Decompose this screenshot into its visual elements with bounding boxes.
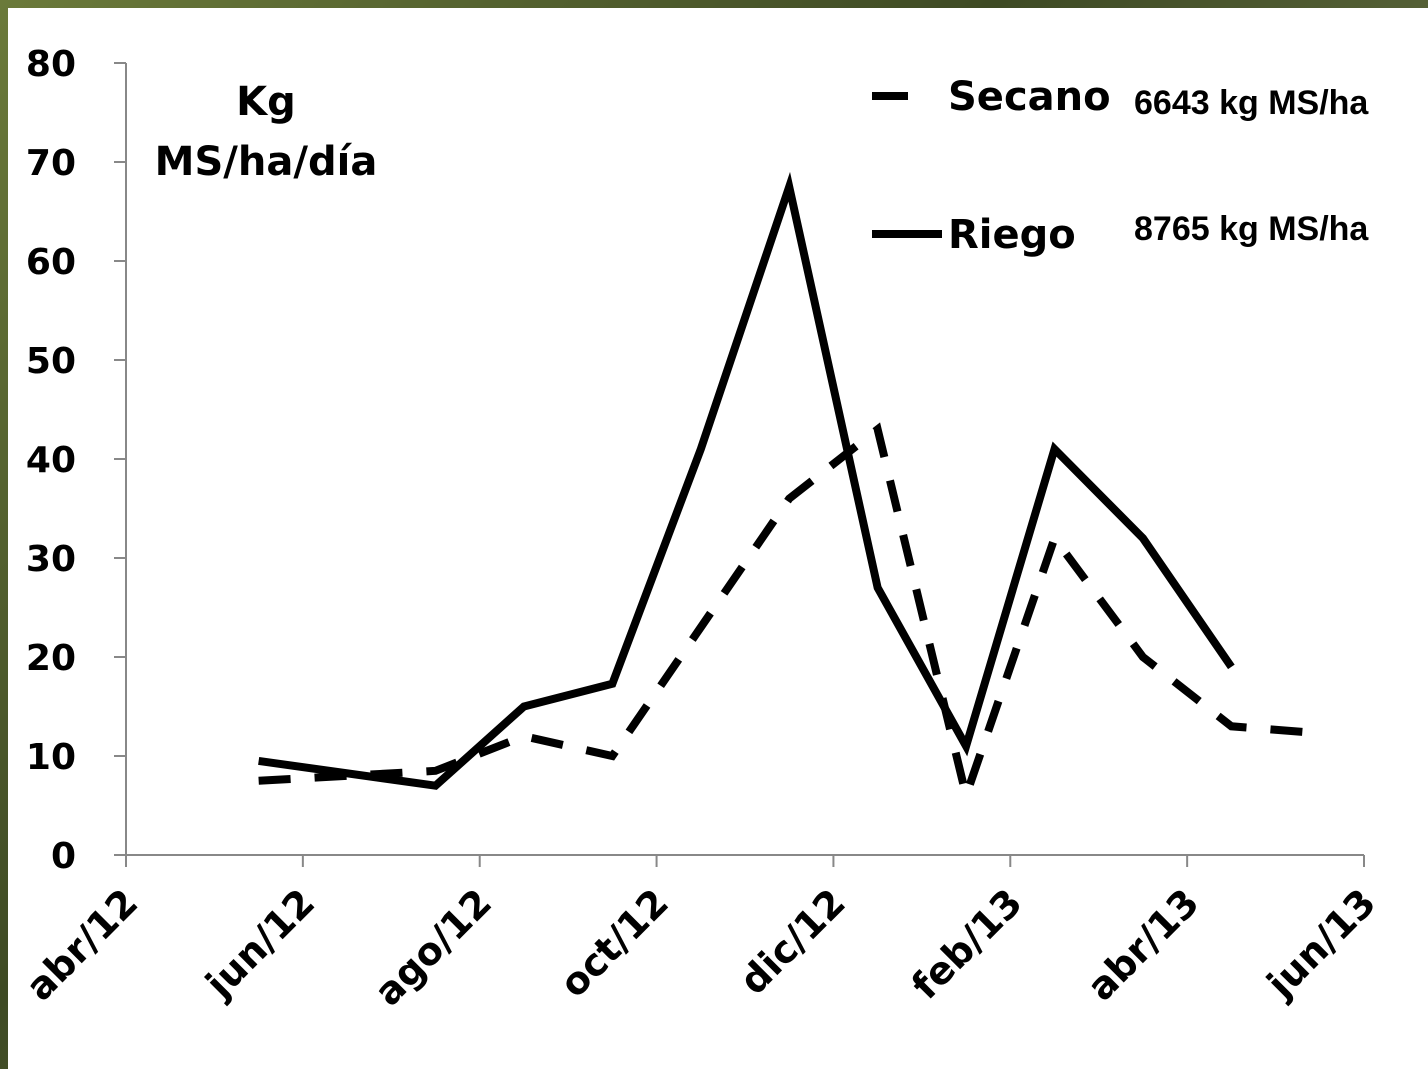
page: 01020304050607080abr/12jun/12ago/12oct/1… [0, 0, 1428, 1069]
y-tick-label: 30 [26, 539, 76, 580]
y-tick-label: 70 [26, 143, 76, 184]
y-tick-label: 80 [26, 44, 76, 85]
y-tick-label: 20 [26, 638, 76, 679]
chart: 01020304050607080abr/12jun/12ago/12oct/1… [0, 0, 1428, 1069]
y-tick-label: 50 [26, 341, 76, 382]
y-axis-label: Kg [236, 79, 296, 125]
y-tick-label: 40 [26, 440, 76, 481]
y-axis-label: MS/ha/día [155, 139, 378, 185]
y-tick-label: 0 [51, 836, 76, 877]
series-total: 6643 kg MS/ha [1134, 84, 1369, 122]
legend-label: Riego [948, 212, 1076, 258]
y-tick-label: 60 [26, 242, 76, 283]
y-tick-label: 10 [26, 737, 76, 778]
legend-label: Secano [948, 74, 1111, 120]
series-total: 8765 kg MS/ha [1134, 210, 1369, 248]
